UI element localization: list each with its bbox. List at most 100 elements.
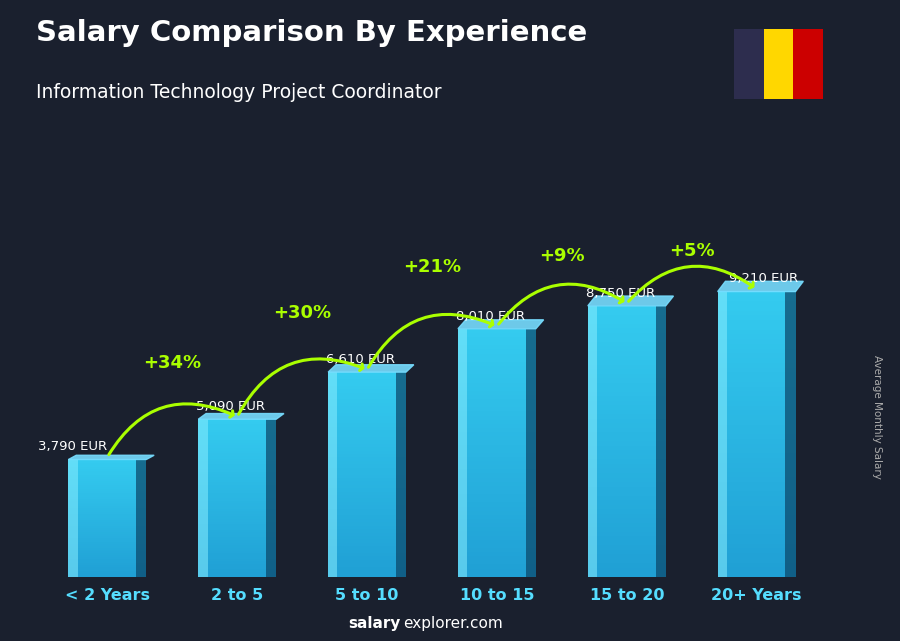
Bar xyxy=(717,315,796,320)
Bar xyxy=(717,358,796,363)
Bar xyxy=(68,512,147,514)
Bar xyxy=(588,568,666,572)
Bar xyxy=(717,539,796,544)
Bar xyxy=(588,491,666,495)
Bar xyxy=(328,546,406,549)
Bar xyxy=(328,433,406,437)
Bar xyxy=(328,471,406,474)
Bar xyxy=(328,451,406,454)
Bar xyxy=(328,529,406,533)
Bar xyxy=(588,378,666,383)
Bar xyxy=(588,531,666,537)
Bar xyxy=(588,333,666,337)
Bar xyxy=(198,429,276,432)
Bar xyxy=(198,548,276,551)
Bar xyxy=(458,506,536,511)
Bar xyxy=(328,382,406,386)
Bar xyxy=(198,453,276,456)
Bar xyxy=(717,292,727,577)
Bar xyxy=(588,306,598,577)
Bar xyxy=(328,413,406,417)
Bar xyxy=(68,571,147,573)
Bar xyxy=(717,558,796,563)
Bar xyxy=(588,392,666,396)
Bar xyxy=(328,485,406,488)
Bar xyxy=(458,478,536,482)
Bar xyxy=(458,362,536,366)
Bar xyxy=(588,451,666,455)
Bar xyxy=(588,500,666,504)
Bar xyxy=(198,419,276,422)
Bar xyxy=(68,463,147,465)
Bar xyxy=(198,467,276,469)
Bar xyxy=(68,471,147,473)
Bar xyxy=(198,511,276,514)
Bar xyxy=(763,29,794,99)
Bar xyxy=(588,509,666,513)
Bar xyxy=(198,556,276,558)
Bar xyxy=(136,460,147,577)
Bar xyxy=(458,461,536,465)
Bar xyxy=(68,545,147,547)
Bar xyxy=(328,417,406,420)
Bar xyxy=(588,460,666,464)
Bar xyxy=(588,504,666,509)
Bar xyxy=(588,374,666,378)
Bar xyxy=(588,337,666,342)
Bar xyxy=(655,306,666,577)
Polygon shape xyxy=(588,296,673,306)
Bar xyxy=(328,372,338,577)
Bar xyxy=(588,405,666,410)
Bar xyxy=(328,512,406,515)
Polygon shape xyxy=(198,413,284,419)
Bar xyxy=(68,536,147,538)
Bar xyxy=(328,379,406,382)
Bar xyxy=(717,487,796,491)
Text: salary: salary xyxy=(348,617,400,631)
Bar xyxy=(458,387,536,391)
Bar xyxy=(68,534,147,536)
Bar xyxy=(588,536,666,541)
Bar xyxy=(458,353,536,358)
Bar xyxy=(198,545,276,548)
Bar xyxy=(68,569,147,571)
Bar xyxy=(328,567,406,570)
Bar xyxy=(717,310,796,315)
Bar xyxy=(717,415,796,420)
Bar xyxy=(198,519,276,522)
Bar xyxy=(68,547,147,549)
Bar xyxy=(328,570,406,574)
Bar xyxy=(198,569,276,572)
Bar xyxy=(458,345,536,349)
Polygon shape xyxy=(458,320,544,329)
Bar xyxy=(328,502,406,505)
Bar xyxy=(458,569,536,573)
Text: +21%: +21% xyxy=(403,258,461,276)
Bar xyxy=(458,358,536,362)
Bar xyxy=(717,320,796,325)
Bar xyxy=(458,440,536,445)
Bar xyxy=(588,522,666,527)
Bar xyxy=(68,524,147,526)
Bar xyxy=(717,496,796,501)
Bar xyxy=(458,395,536,399)
Bar xyxy=(328,574,406,577)
Bar xyxy=(458,378,536,383)
Bar xyxy=(588,387,666,392)
Bar xyxy=(588,310,666,315)
Bar xyxy=(717,439,796,444)
Bar xyxy=(588,365,666,369)
Bar xyxy=(198,448,276,451)
Bar xyxy=(198,427,276,429)
Polygon shape xyxy=(717,281,804,292)
Bar xyxy=(458,366,536,370)
Bar xyxy=(328,376,406,379)
Bar xyxy=(588,342,666,347)
Bar xyxy=(458,374,536,378)
Bar xyxy=(328,396,406,399)
Bar xyxy=(68,520,147,522)
Bar xyxy=(717,406,796,410)
Bar xyxy=(458,383,536,387)
Bar xyxy=(198,443,276,445)
Bar xyxy=(458,519,536,523)
